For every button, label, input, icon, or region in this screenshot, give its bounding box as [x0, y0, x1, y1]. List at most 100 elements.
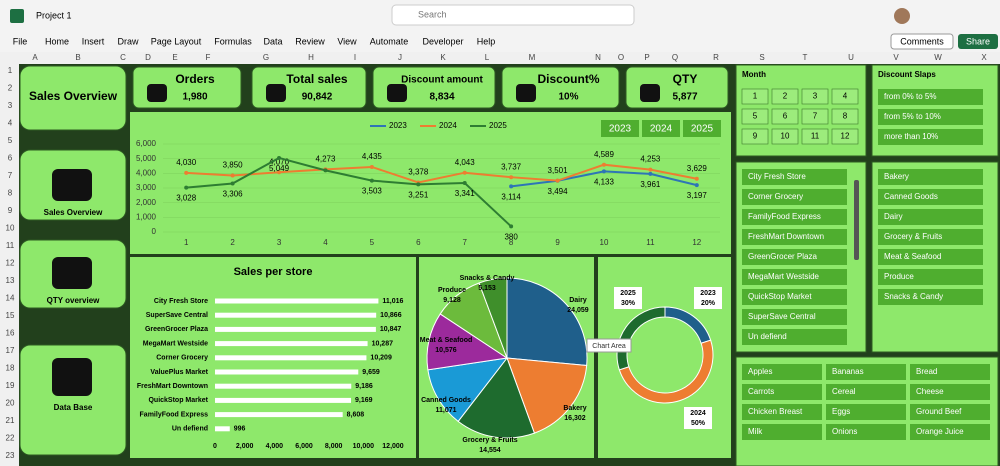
- slicer-item-label[interactable]: GreenGrocer Plaza: [748, 252, 817, 261]
- slicer-item[interactable]: [742, 309, 847, 325]
- slicer-item-label[interactable]: Eggs: [832, 407, 850, 416]
- slicer-item-label[interactable]: 8: [843, 112, 848, 121]
- year-button[interactable]: [601, 120, 639, 137]
- slicer-item[interactable]: [878, 169, 983, 185]
- slicer-item-label[interactable]: 3: [813, 92, 818, 101]
- slicer-item-label[interactable]: Carrots: [748, 387, 774, 396]
- slicer-item[interactable]: [878, 209, 983, 225]
- slicer-item[interactable]: [831, 128, 859, 145]
- slicer-item-label[interactable]: more than 10%: [884, 132, 938, 141]
- slicer-item-label[interactable]: Milk: [748, 427, 763, 436]
- slicer-item-label[interactable]: Chicken Breast: [748, 407, 803, 416]
- slicer-item[interactable]: [742, 384, 822, 400]
- slicer-item[interactable]: [742, 424, 822, 440]
- comments-button[interactable]: [890, 33, 954, 50]
- menu-item[interactable]: Automate: [370, 36, 409, 46]
- slicer-item-label[interactable]: Grocery & Fruits: [884, 232, 942, 241]
- menu-item[interactable]: Developer: [422, 36, 463, 46]
- slicer-item[interactable]: [742, 249, 847, 265]
- slicer-item-label[interactable]: 10: [781, 132, 790, 141]
- slicer-item[interactable]: [878, 129, 983, 145]
- comments-label[interactable]: Comments: [900, 36, 944, 46]
- slicer-item[interactable]: [742, 329, 847, 345]
- slicer-item-label[interactable]: 9: [753, 132, 758, 141]
- slicer-item-label[interactable]: City Fresh Store: [748, 172, 806, 181]
- slicer-item-label[interactable]: Un defiend: [748, 332, 787, 341]
- menu-item[interactable]: Help: [477, 36, 496, 46]
- slicer-item[interactable]: [742, 269, 847, 285]
- slicer-item-label[interactable]: FreshMart Downtown: [748, 232, 824, 241]
- slicer-item-label[interactable]: MegaMart Westside: [748, 272, 820, 281]
- slicer-item-label[interactable]: from 5% to 10%: [884, 112, 941, 121]
- slicer-item[interactable]: [801, 88, 829, 105]
- slicer-item[interactable]: [801, 108, 829, 125]
- slicer-item[interactable]: [878, 109, 983, 125]
- menu-item[interactable]: Page Layout: [151, 36, 202, 46]
- share-button[interactable]: [958, 34, 998, 49]
- slicer-item-label[interactable]: Dairy: [884, 212, 903, 221]
- nav-label[interactable]: Sales Overview: [44, 208, 103, 217]
- slicer-item[interactable]: [742, 404, 822, 420]
- slicer-item[interactable]: [910, 424, 990, 440]
- excel-icon[interactable]: [10, 9, 24, 23]
- slicer-item[interactable]: [771, 108, 799, 125]
- slicer-item[interactable]: [742, 169, 847, 185]
- nav-button[interactable]: [19, 344, 127, 456]
- slicer-item-label[interactable]: FamilyFood Express: [748, 212, 821, 221]
- slicer-item[interactable]: [742, 209, 847, 225]
- nav-label[interactable]: Data Base: [54, 403, 93, 412]
- slicer-item-label[interactable]: 5: [753, 112, 758, 121]
- year-label[interactable]: 2024: [650, 124, 673, 135]
- slicer-item-label[interactable]: 7: [813, 112, 818, 121]
- menu-item[interactable]: Data: [263, 36, 282, 46]
- search-box[interactable]: [391, 4, 635, 26]
- slicer-item-label[interactable]: SuperSave Central: [748, 312, 816, 321]
- slicer-item-label[interactable]: 4: [843, 92, 848, 101]
- slicer-item[interactable]: [831, 88, 859, 105]
- slicer-item-label[interactable]: 11: [811, 132, 820, 141]
- slicer-item[interactable]: [826, 404, 906, 420]
- slicer-item-label[interactable]: Canned Goods: [884, 192, 938, 201]
- menu-item[interactable]: Insert: [82, 36, 105, 46]
- menu-item[interactable]: Draw: [117, 36, 139, 46]
- year-label[interactable]: 2023: [609, 124, 632, 135]
- slicer-item[interactable]: [801, 128, 829, 145]
- menu-item[interactable]: Home: [45, 36, 69, 46]
- nav-button[interactable]: [19, 65, 127, 131]
- slicer-item-label[interactable]: Cheese: [916, 387, 944, 396]
- slicer-item[interactable]: [910, 384, 990, 400]
- slicer-item-label[interactable]: Meat & Seafood: [884, 252, 941, 261]
- slicer-item[interactable]: [910, 404, 990, 420]
- slicer-item[interactable]: [878, 229, 983, 245]
- slicer-item-label[interactable]: from 0% to 5%: [884, 92, 936, 101]
- slicer-item-label[interactable]: QuickStop Market: [748, 292, 812, 301]
- slicer-item-label[interactable]: Bananas: [832, 367, 864, 376]
- slicer-item[interactable]: [771, 88, 799, 105]
- menu-item[interactable]: View: [337, 36, 357, 46]
- slicer-item-label[interactable]: Ground Beef: [916, 407, 962, 416]
- slicer-item-label[interactable]: 12: [841, 132, 850, 141]
- slicer-item[interactable]: [741, 88, 769, 105]
- slicer-item-label[interactable]: Produce: [884, 272, 914, 281]
- year-button[interactable]: [683, 120, 721, 137]
- menu-item[interactable]: Review: [295, 36, 325, 46]
- menu-item[interactable]: File: [13, 36, 28, 46]
- slicer-item-label[interactable]: 6: [783, 112, 788, 121]
- year-button[interactable]: [642, 120, 680, 137]
- slicer-item[interactable]: [878, 249, 983, 265]
- slicer-item[interactable]: [741, 128, 769, 145]
- slicer-item-label[interactable]: Apples: [748, 367, 772, 376]
- slicer-item-label[interactable]: Onions: [832, 427, 857, 436]
- slicer-item[interactable]: [878, 269, 983, 285]
- scrollbar[interactable]: [854, 180, 859, 260]
- menu-item[interactable]: Formulas: [214, 36, 252, 46]
- slicer-item[interactable]: [742, 229, 847, 245]
- slicer-item[interactable]: [741, 108, 769, 125]
- slicer-item[interactable]: [826, 384, 906, 400]
- slicer-item-label[interactable]: Snacks & Candy: [884, 292, 943, 301]
- slicer-item[interactable]: [742, 189, 847, 205]
- slicer-item[interactable]: [878, 89, 983, 105]
- avatar[interactable]: [894, 8, 910, 24]
- slicer-item-label[interactable]: 1: [753, 92, 758, 101]
- slicer-item[interactable]: [878, 289, 983, 305]
